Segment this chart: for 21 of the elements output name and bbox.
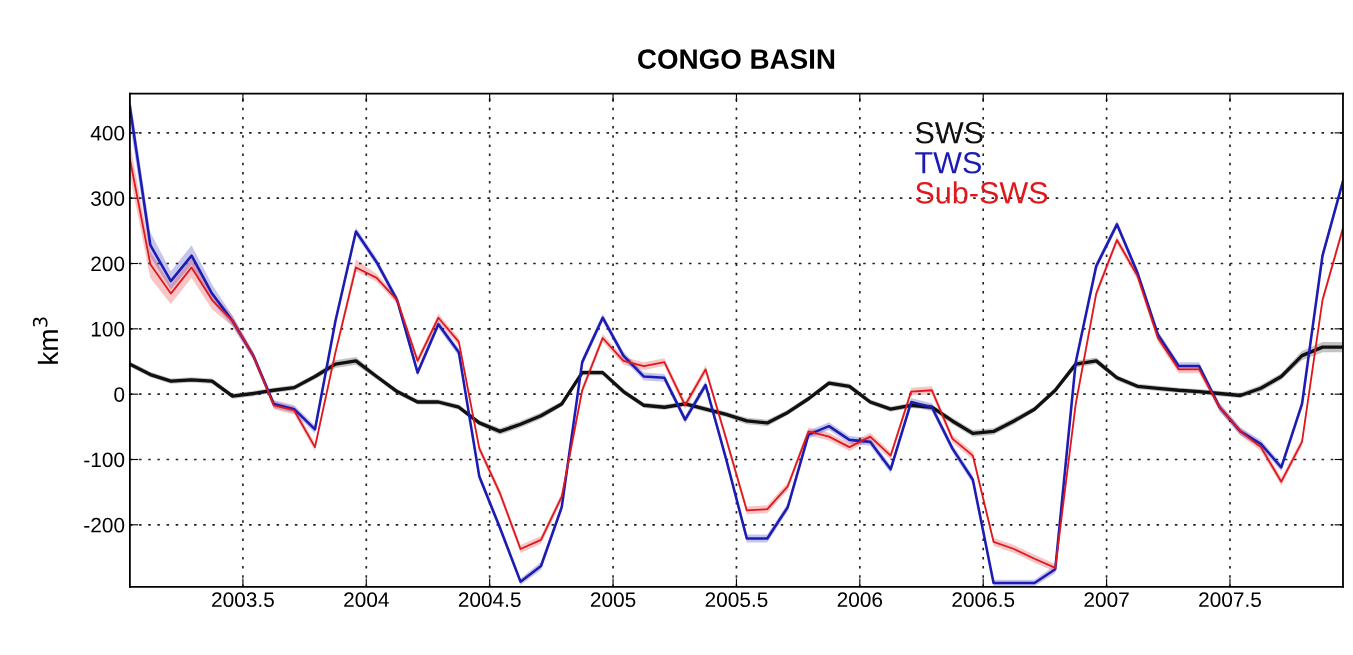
y-tick-label: 100: [91, 321, 125, 337]
y-axis-title: km$^{3}$: [32, 317, 58, 364]
y-tick-label: -200: [84, 517, 125, 533]
x-tick-label: 2007: [1084, 592, 1129, 608]
x-tick-label: 2003.5: [212, 592, 274, 608]
x-tick-label: 2004.5: [458, 592, 521, 608]
y-tick-label: 0: [114, 387, 125, 402]
y-tick-label: 400: [90, 125, 125, 141]
x-tick-label: 2007.5: [1199, 592, 1261, 608]
y-tick-label: -100: [84, 452, 125, 468]
text: TWS: [915, 151, 981, 174]
x-tick-label: 2004: [344, 592, 389, 608]
x-tick-label: 2005.5: [705, 592, 768, 608]
text: Sub-SWS: [915, 181, 1048, 204]
y-tick-label: 300: [91, 191, 125, 206]
chart-title: CONGO BASIN: [638, 49, 835, 69]
x-tick-label: 2005: [590, 592, 636, 608]
text: SWS: [915, 121, 983, 144]
x-tick-label: 2006.5: [952, 592, 1015, 608]
y-tick-label: 200: [91, 256, 125, 272]
x-tick-label: 2006: [837, 592, 883, 608]
